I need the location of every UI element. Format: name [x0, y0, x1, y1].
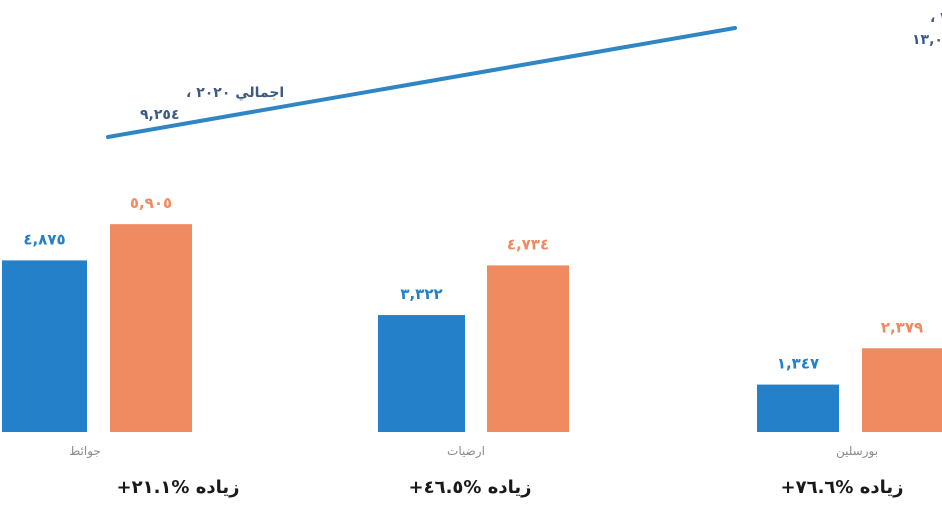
- bar-value-label: ١,٣٤٧: [777, 355, 819, 373]
- total-trend: اجمالي ٢٠٢٠ ، ٩,٢٥٤ اجمالي ٢٠٢١ ، ١٣,٠١٨: [106, 10, 942, 139]
- bars-group: [2, 224, 942, 432]
- total-trend-line: [106, 26, 737, 139]
- total-2020-label: اجمالي ٢٠٢٠ ،: [186, 85, 284, 101]
- bar-blue-3: [757, 384, 839, 432]
- bar-orange-3: [862, 348, 942, 432]
- category-label: بورسلين: [836, 444, 878, 459]
- category-label: جوائط: [69, 444, 101, 459]
- bar-value-label: ٣,٣٢٢: [400, 285, 442, 303]
- bar-value-label: ٤,٧٣٤: [507, 235, 549, 253]
- bar-orange-1: [110, 224, 192, 432]
- bar-blue-2: [378, 315, 465, 432]
- bar-blue-1: [2, 260, 87, 432]
- total-2020-value: ٩,٢٥٤: [140, 107, 180, 123]
- total-2021-label: اجمالي ٢٠٢١ ،: [930, 10, 942, 26]
- growth-label: زياده %٤٦.٥+: [409, 477, 532, 498]
- bar-orange-2: [487, 265, 569, 432]
- labels-group: ٤,٨٧٥ ٥,٩٠٥ جوائط زياده %٢١.١+ ٣,٣٢٢ ٤,٧٣٤ ارض…: [23, 194, 923, 498]
- total-2021-value: ١٣,٠١٨: [912, 32, 942, 48]
- bar-value-label: ٤,٨٧٥: [23, 230, 65, 248]
- bar-value-label: ٢,٣٧٩: [881, 318, 923, 336]
- growth-label: زياده %٧٦.٦+: [781, 477, 904, 498]
- growth-label: زياده %٢١.١+: [117, 477, 240, 498]
- bar-value-label: ٥,٩٠٥: [130, 194, 172, 212]
- category-label: ارضيات: [447, 444, 485, 459]
